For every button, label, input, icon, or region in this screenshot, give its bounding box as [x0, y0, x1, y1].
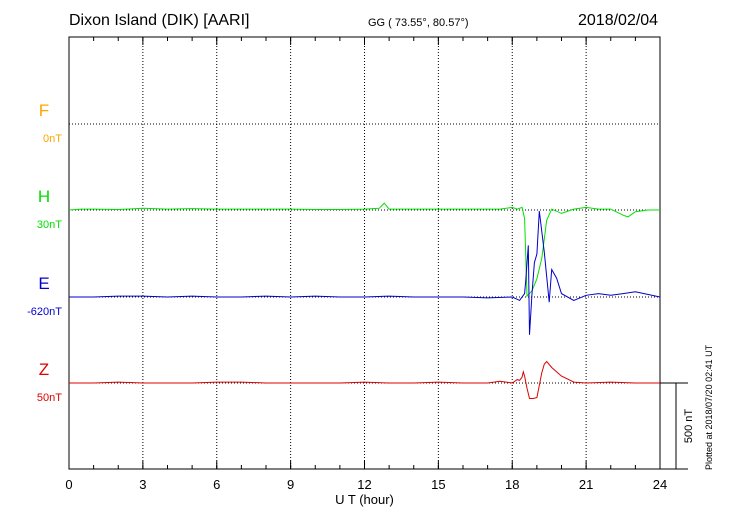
x-tick-label: 6 — [213, 477, 220, 492]
date-label: 2018/02/04 — [578, 12, 659, 29]
x-tick-label: 15 — [431, 477, 445, 492]
x-tick-label: 3 — [139, 477, 146, 492]
coordinates-label: GG ( 73.55°, 80.57°) — [368, 17, 469, 29]
x-tick-label: 0 — [65, 477, 72, 492]
series-line-z — [69, 360, 660, 399]
series-offset-z: 50nT — [37, 392, 62, 404]
series-offset-e: -620nT — [27, 306, 62, 318]
series-name-e: E — [38, 274, 49, 293]
x-tick-label: 12 — [357, 477, 371, 492]
x-tick-label: 21 — [579, 477, 593, 492]
series-offset-f: 0nT — [43, 133, 62, 145]
series-line-e — [69, 210, 661, 335]
x-tick-label: 24 — [653, 477, 667, 492]
x-tick-label: 18 — [505, 477, 519, 492]
series-name-h: H — [38, 187, 50, 206]
x-tick-label: 9 — [287, 477, 294, 492]
series-name-z: Z — [39, 360, 49, 379]
plotted-timestamp: Plotted at 2018/07/20 02:41 UT — [704, 344, 714, 470]
x-axis-label: U T (hour) — [335, 492, 394, 507]
series-offset-h: 30nT — [37, 219, 62, 231]
station-title: Dixon Island (DIK) [AARI] — [69, 12, 250, 29]
scale-bar-label: 500 nT — [683, 409, 695, 444]
series-line-h — [68, 202, 660, 298]
series-name-f: F — [39, 101, 49, 120]
